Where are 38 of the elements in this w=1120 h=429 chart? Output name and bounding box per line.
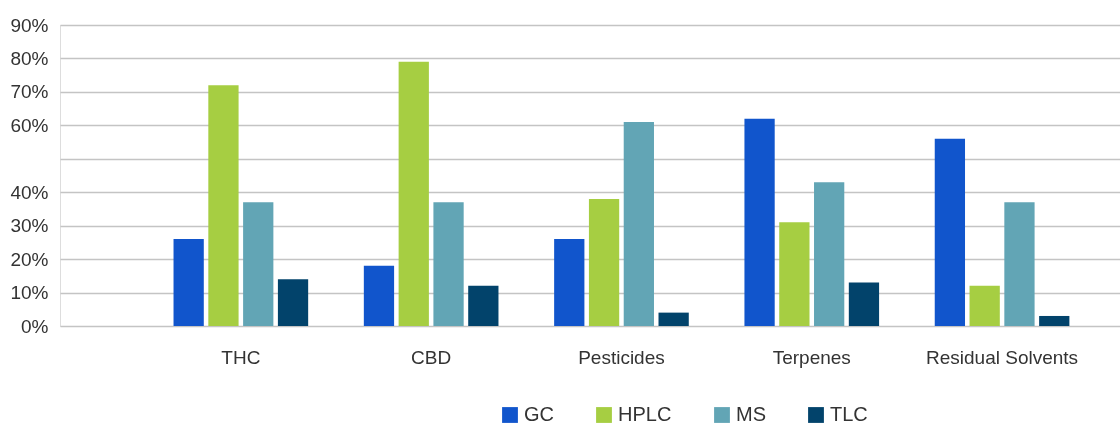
- x-tick-label: Residual Solvents: [926, 346, 1079, 368]
- legend-label: GC: [524, 403, 554, 425]
- bar: [363, 265, 395, 326]
- bar: [1039, 315, 1070, 326]
- bar: [243, 202, 274, 326]
- bar: [848, 282, 880, 326]
- bar: [173, 239, 204, 326]
- y-tick-label: 0%: [21, 315, 49, 337]
- y-tick-label: 90%: [10, 14, 49, 36]
- bar: [277, 279, 309, 326]
- bar: [623, 121, 654, 326]
- x-tick-label: Terpenes: [772, 346, 851, 368]
- legend-label: MS: [736, 403, 766, 425]
- bar: [554, 239, 585, 326]
- bar: [208, 85, 239, 326]
- bar: [814, 182, 845, 326]
- x-tick-label: CBD: [411, 346, 452, 368]
- x-tick-label: Pesticides: [578, 346, 665, 368]
- bar: [779, 222, 810, 326]
- bar: [398, 61, 429, 326]
- y-tick-label: 70%: [10, 81, 49, 103]
- bar: [433, 202, 464, 326]
- bar: [1004, 202, 1035, 326]
- bar: [588, 198, 620, 326]
- bar: [969, 285, 1000, 326]
- y-tick-label: 10%: [10, 282, 49, 304]
- bar: [658, 312, 689, 326]
- y-tick-label: 30%: [10, 215, 49, 237]
- y-tick-label: 60%: [10, 114, 49, 136]
- legend-label: HPLC: [618, 403, 672, 425]
- legend-label: TLC: [830, 403, 868, 425]
- y-tick-label: 40%: [10, 181, 49, 203]
- x-tick-label: THC: [221, 346, 261, 368]
- bar: [744, 118, 775, 326]
- bar: [468, 285, 499, 326]
- y-tick-label: 80%: [10, 47, 49, 69]
- bar: [934, 138, 966, 326]
- y-tick-label: 20%: [10, 248, 49, 270]
